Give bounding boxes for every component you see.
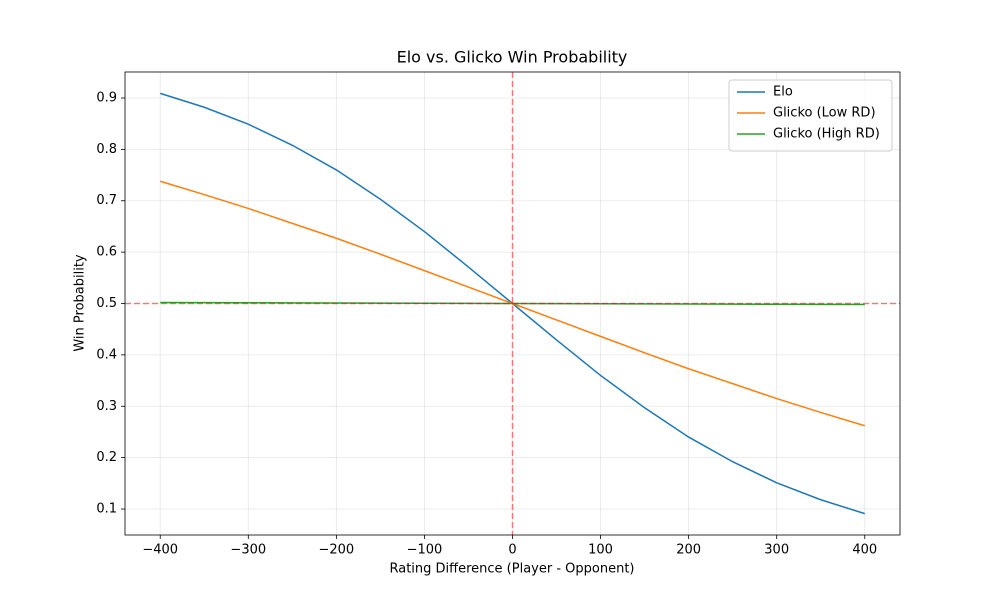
y-tick-label: 0.6 xyxy=(96,245,117,260)
x-tick-label: −100 xyxy=(407,543,443,558)
legend-label: Glicko (High RD) xyxy=(773,127,880,142)
chart-title: Elo vs. Glicko Win Probability xyxy=(397,48,628,67)
legend-label: Glicko (Low RD) xyxy=(773,106,876,121)
y-tick-label: 0.8 xyxy=(96,142,117,157)
plot-frame xyxy=(124,71,901,536)
x-tick-label: −300 xyxy=(230,543,266,558)
y-tick-label: 0.2 xyxy=(96,450,117,465)
y-tick-label: 0.9 xyxy=(96,90,117,105)
y-tick-label: 0.5 xyxy=(96,296,117,311)
x-tick-label: −200 xyxy=(319,543,355,558)
x-tick-label: 200 xyxy=(676,543,701,558)
x-tick-label: 300 xyxy=(764,543,789,558)
x-axis-label: Rating Difference (Player - Opponent) xyxy=(389,562,634,577)
legend: Elo Glicko (Low RD) Glicko (High RD) xyxy=(728,79,893,152)
x-tick-label: 100 xyxy=(588,543,613,558)
x-tick-label: −400 xyxy=(142,543,178,558)
y-axis-label: Win Probability xyxy=(73,254,88,352)
x-tick-label: 0 xyxy=(508,543,516,558)
x-tick-label: 400 xyxy=(852,543,877,558)
y-tick-label: 0.7 xyxy=(96,193,117,208)
y-tick-label: 0.4 xyxy=(96,347,117,362)
legend-box xyxy=(728,79,893,152)
y-tick-label: 0.3 xyxy=(96,399,117,414)
legend-label: Elo xyxy=(773,85,793,100)
y-tick-label: 0.1 xyxy=(96,502,117,517)
